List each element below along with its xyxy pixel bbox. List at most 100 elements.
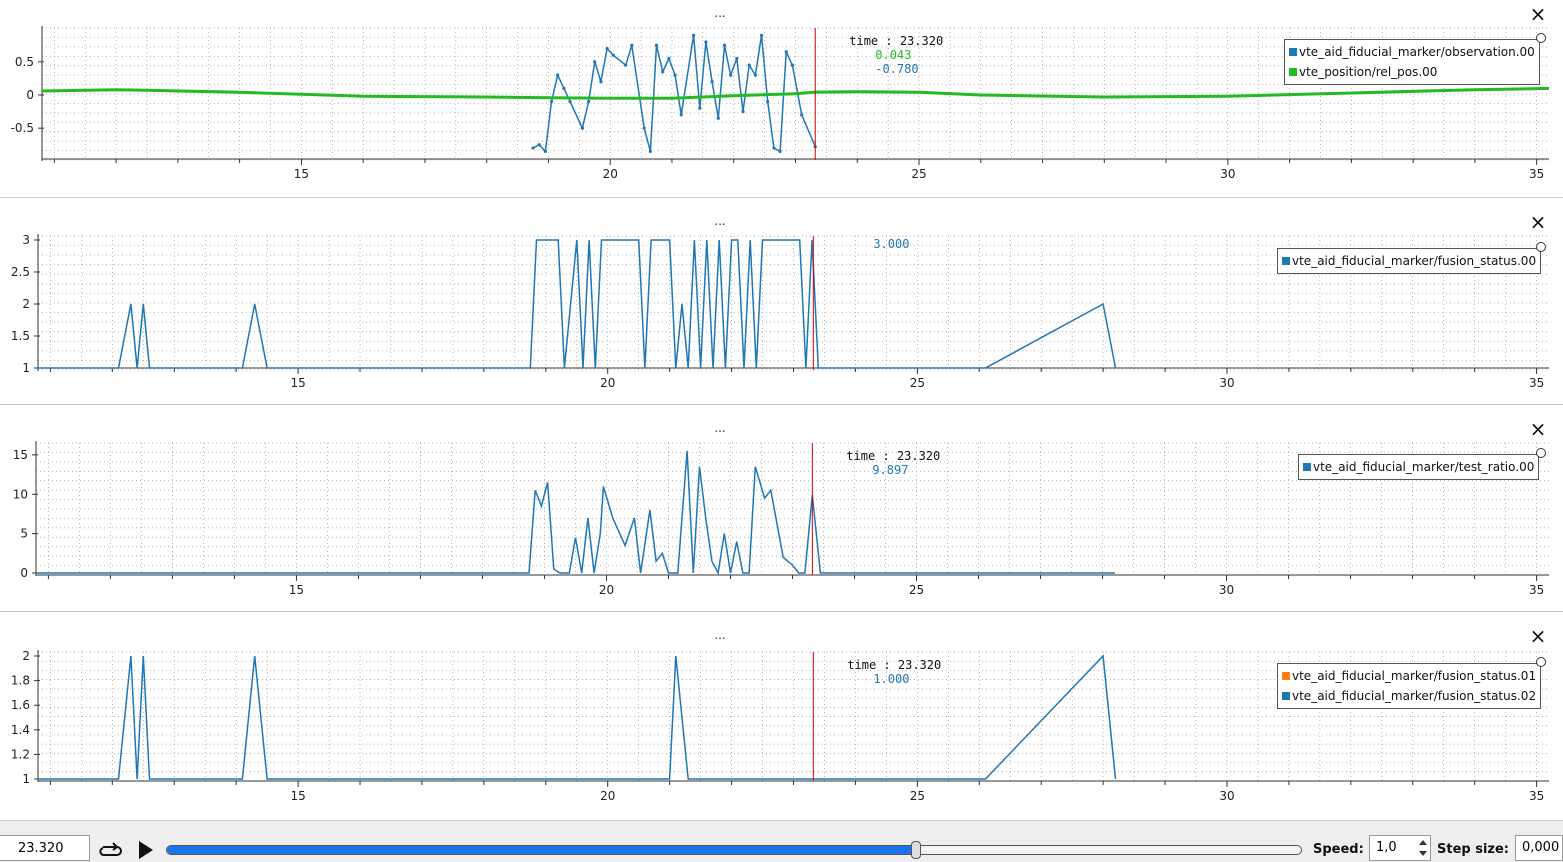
y-tick-label: 1	[22, 772, 30, 786]
y-tick-label: -0.5	[11, 121, 34, 135]
legend-item[interactable]: vte_aid_fiducial_marker/fusion_status.02	[1282, 686, 1536, 706]
panel-divider	[0, 404, 1563, 405]
close-panel-1-button[interactable]: ×	[1529, 2, 1547, 26]
legend-item[interactable]: vte_aid_fiducial_marker/fusion_status.01	[1282, 666, 1536, 686]
legend-label: vte_aid_fiducial_marker/fusion_status.00	[1292, 254, 1537, 268]
y-tick-label: 1.8	[11, 674, 30, 688]
x-tick-label: 20	[603, 167, 618, 181]
data-point	[673, 73, 677, 77]
spin-arrows-icon[interactable]	[1416, 836, 1430, 860]
y-tick-label: 2	[22, 297, 30, 311]
series-swatch-icon	[1282, 257, 1290, 265]
x-tick-label: 30	[1219, 789, 1234, 803]
x-tick-label: 15	[290, 376, 305, 390]
plot-area: 0.5 0 -0.5 15 20 25 30 35 time : 23.320 0.043 -0.7…	[0, 0, 1563, 820]
panel-4-legend[interactable]: vte_aid_fiducial_marker/fusion_status.01…	[1277, 663, 1542, 709]
loop-icon[interactable]	[99, 841, 123, 859]
tooltip-time: time : 23.320	[846, 449, 940, 463]
legend-drag-handle-icon[interactable]	[1536, 33, 1546, 43]
y-tick-label: 5	[20, 527, 28, 541]
panel-1-legend[interactable]: vte_aid_fiducial_marker/observation.00 v…	[1284, 39, 1540, 85]
data-point	[698, 106, 702, 110]
series-line	[38, 239, 1117, 369]
data-point	[543, 149, 547, 153]
x-tick-label: 30	[1219, 376, 1234, 390]
series-swatch-icon	[1282, 692, 1290, 700]
x-tick-label: 25	[911, 167, 926, 181]
data-point	[800, 113, 804, 117]
speed-label: Speed:	[1313, 842, 1364, 857]
legend-label: vte_aid_fiducial_marker/fusion_status.01	[1292, 669, 1537, 683]
data-point	[624, 63, 628, 67]
y-tick-label: 1.2	[11, 747, 30, 761]
panel-3-legend[interactable]: vte_aid_fiducial_marker/test_ratio.00	[1298, 454, 1540, 480]
data-point	[679, 113, 683, 117]
step-size-value: 0,000	[1522, 840, 1560, 855]
legend-item[interactable]: vte_aid_fiducial_marker/observation.00	[1289, 42, 1535, 62]
data-point	[605, 46, 609, 51]
y-tick-label: 1.6	[11, 698, 30, 712]
legend-drag-handle-icon[interactable]	[1536, 242, 1546, 252]
play-icon[interactable]	[137, 840, 155, 860]
x-tick-label: 35	[1529, 376, 1544, 390]
data-point	[599, 80, 603, 84]
data-point	[537, 143, 541, 147]
time-slider-handle[interactable]	[910, 841, 921, 859]
series-line	[36, 450, 1115, 576]
y-tick-label: 2.5	[11, 265, 30, 279]
legend-label: vte_aid_fiducial_marker/fusion_status.02	[1292, 689, 1537, 703]
data-point	[556, 73, 560, 77]
data-point	[722, 43, 727, 47]
data-point	[654, 43, 659, 47]
data-point	[735, 56, 739, 61]
data-point	[753, 73, 757, 77]
data-point	[778, 149, 782, 153]
data-point	[642, 126, 646, 130]
x-tick-label: 25	[910, 789, 925, 803]
current-time-field[interactable]: 23.320	[0, 835, 90, 861]
data-point	[648, 149, 652, 153]
data-point	[790, 63, 795, 67]
time-slider-progress	[167, 846, 916, 854]
x-tick-label: 20	[599, 583, 614, 597]
data-point	[759, 33, 764, 37]
legend-item[interactable]: vte_position/rel_pos.00	[1289, 62, 1535, 82]
close-panel-4-button[interactable]: ×	[1529, 624, 1547, 648]
x-tick-label: 15	[290, 789, 305, 803]
time-slider[interactable]	[166, 845, 1302, 855]
series-line	[41, 86, 1550, 100]
panel-2-legend[interactable]: vte_aid_fiducial_marker/fusion_status.00	[1277, 248, 1542, 274]
legend-item[interactable]: vte_aid_fiducial_marker/fusion_status.00	[1282, 251, 1536, 271]
y-tick-label: 3	[22, 233, 30, 247]
legend-drag-handle-icon[interactable]	[1536, 657, 1546, 667]
y-tick-label: 15	[13, 448, 28, 462]
step-size-field[interactable]: 0,000	[1515, 835, 1563, 861]
data-point	[586, 100, 591, 104]
legend-label: vte_position/rel_pos.00	[1299, 65, 1438, 79]
data-point	[741, 109, 745, 114]
x-tick-label: 30	[1220, 167, 1235, 181]
legend-item[interactable]: vte_aid_fiducial_marker/test_ratio.00	[1303, 457, 1534, 477]
data-point	[568, 100, 572, 104]
series-swatch-icon	[1303, 463, 1311, 471]
tooltip-value: 0.043	[875, 48, 911, 62]
close-panel-3-button[interactable]: ×	[1529, 417, 1547, 441]
speed-spinbox[interactable]: 1,0	[1369, 835, 1431, 861]
step-size-label: Step size:	[1437, 842, 1510, 857]
series-swatch-icon	[1282, 672, 1290, 680]
x-tick-label: 15	[289, 583, 304, 597]
series-swatch-icon	[1289, 68, 1297, 76]
tooltip-value: 3.000	[873, 237, 909, 251]
panel-2-title: ...	[714, 214, 726, 228]
y-tick-label: 1.4	[11, 723, 30, 737]
legend-drag-handle-icon[interactable]	[1536, 448, 1546, 458]
x-tick-label: 30	[1219, 583, 1234, 597]
tooltip-time: time : 23.320	[849, 34, 943, 48]
tooltip-value: -0.780	[875, 62, 918, 76]
data-point	[531, 146, 535, 150]
playback-bar: 23.320 Speed: 1,0 Step size: 0,000	[0, 820, 1563, 862]
y-tick-label: 2	[22, 649, 30, 663]
close-panel-2-button[interactable]: ×	[1529, 210, 1547, 234]
panel-3-title: ...	[714, 421, 726, 435]
